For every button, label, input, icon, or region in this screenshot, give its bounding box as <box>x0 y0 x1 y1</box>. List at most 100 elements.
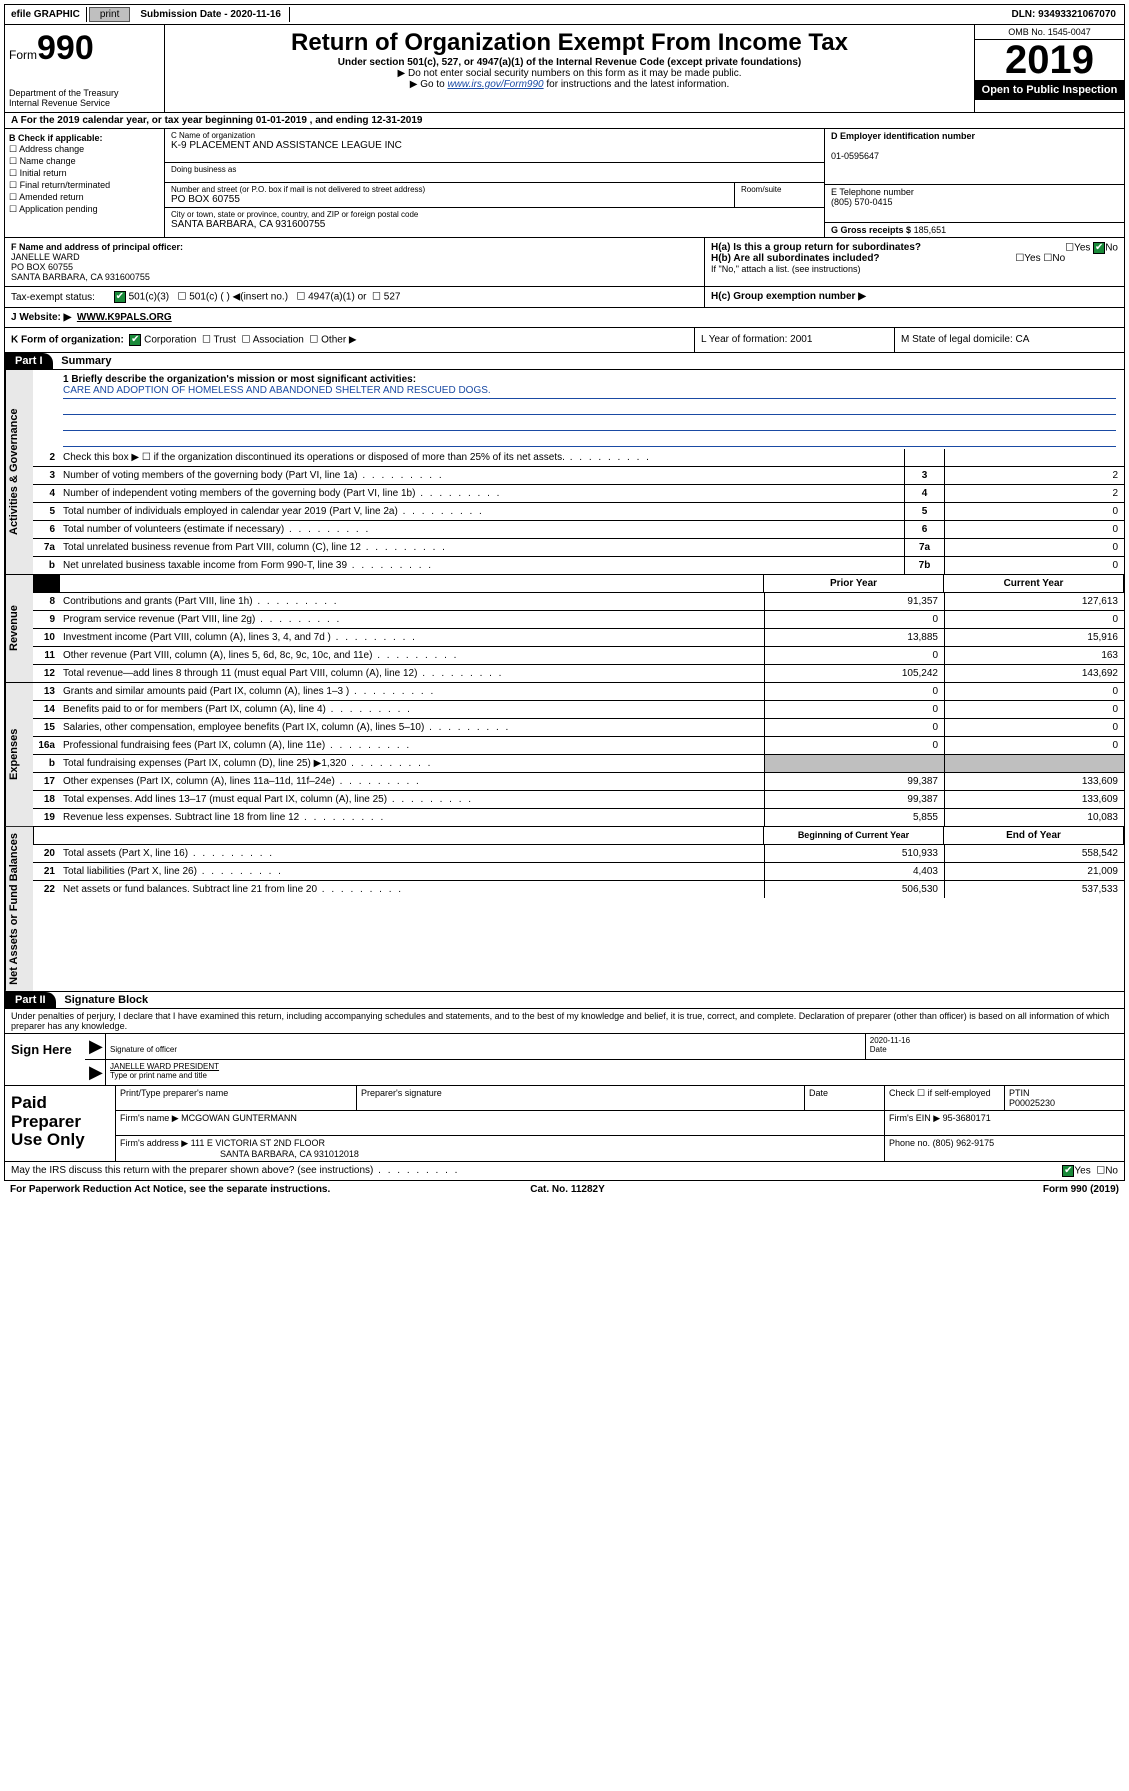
box-b: B Check if applicable: ☐ Address change … <box>5 129 165 237</box>
summary-line: 2Check this box ▶ ☐ if the organization … <box>33 449 1124 467</box>
box-hc: H(c) Group exemption number ▶ <box>704 287 1124 307</box>
officer-signature: Signature of officer <box>105 1034 865 1059</box>
box-c-d-e-g: C Name of organization K-9 PLACEMENT AND… <box>165 129 1124 237</box>
chk-pending[interactable]: ☐ Application pending <box>9 204 160 215</box>
street-cell: Number and street (or P.O. box if mail i… <box>165 183 734 208</box>
summary-line: 3Number of voting members of the governi… <box>33 467 1124 485</box>
dln: DLN: 93493321067070 <box>1003 7 1124 22</box>
open-inspection: Open to Public Inspection <box>975 80 1124 100</box>
sign-arrow-icon: ▶ <box>85 1034 105 1059</box>
net-header: Beginning of Current Year End of Year <box>33 827 1124 845</box>
paid-preparer-block: Paid Preparer Use Only Print/Type prepar… <box>4 1086 1125 1162</box>
box-k-row: K Form of organization: ✔ Corporation ☐ … <box>4 328 1125 353</box>
paperwork-notice: For Paperwork Reduction Act Notice, see … <box>10 1184 330 1195</box>
website-link[interactable]: WWW.K9PALS.ORG <box>77 312 172 323</box>
paid-label: Paid Preparer Use Only <box>5 1086 115 1161</box>
chk-initial[interactable]: ☐ Initial return <box>9 168 160 179</box>
summary-line: 12Total revenue—add lines 8 through 11 (… <box>33 665 1124 682</box>
sign-here-label: Sign Here <box>5 1034 85 1085</box>
top-bar: efile GRAPHIC print Submission Date - 20… <box>4 4 1125 25</box>
print-button[interactable]: print <box>89 7 130 22</box>
box-m: M State of legal domicile: CA <box>894 328 1124 352</box>
irs-link[interactable]: www.irs.gov/Form990 <box>447 79 543 90</box>
officer-name: JANELLE WARD <box>11 252 80 262</box>
exempt-row: Tax-exempt status: ✔ 501(c)(3) ☐ 501(c) … <box>4 287 1125 308</box>
firm-addr: Firm's address ▶ 111 E VICTORIA ST 2ND F… <box>116 1136 884 1161</box>
identity-grid: B Check if applicable: ☐ Address change … <box>4 129 1125 238</box>
note-ssn: ▶ Do not enter social security numbers o… <box>169 68 970 79</box>
summary-line: 17Other expenses (Part IX, column (A), l… <box>33 773 1124 791</box>
chk-address[interactable]: ☐ Address change <box>9 144 160 155</box>
ein-cell: D Employer identification number 01-0595… <box>825 129 1124 185</box>
row-a-period: A For the 2019 calendar year, or tax yea… <box>4 113 1125 129</box>
part2-header: Part II Signature Block <box>4 992 1125 1009</box>
summary-line: 19Revenue less expenses. Subtract line 1… <box>33 809 1124 826</box>
discuss-yes[interactable]: ✔ <box>1062 1165 1074 1177</box>
firm-ein: Firm's EIN ▶ 95-3680171 <box>884 1111 1124 1135</box>
form-prefix: Form <box>9 48 37 62</box>
rev-header: b Prior Year Current Year <box>33 575 1124 593</box>
summary-line: 11Other revenue (Part VIII, column (A), … <box>33 647 1124 665</box>
gross-value: 185,651 <box>914 225 947 235</box>
page-footer: For Paperwork Reduction Act Notice, see … <box>4 1181 1125 1198</box>
vtab-net: Net Assets or Fund Balances <box>5 827 33 991</box>
summary-line: 22Net assets or fund balances. Subtract … <box>33 881 1124 898</box>
phone-value: (805) 570-0415 <box>831 197 893 207</box>
box-k: K Form of organization: ✔ Corporation ☐ … <box>5 328 694 352</box>
efile-label: efile GRAPHIC <box>5 7 87 22</box>
org-name: K-9 PLACEMENT AND ASSISTANCE LEAGUE INC <box>171 140 818 151</box>
form-number: 990 <box>37 29 94 67</box>
discuss-row: May the IRS discuss this return with the… <box>4 1162 1125 1181</box>
summary-line: 15Salaries, other compensation, employee… <box>33 719 1124 737</box>
summary-line: bTotal fundraising expenses (Part IX, co… <box>33 755 1124 773</box>
chk-name[interactable]: ☐ Name change <box>9 156 160 167</box>
mission-text: CARE AND ADOPTION OF HOMELESS AND ABANDO… <box>63 385 1116 399</box>
netassets-section: Net Assets or Fund Balances Beginning of… <box>4 827 1125 992</box>
city-cell: City or town, state or province, country… <box>165 208 824 232</box>
box-b-label: B Check if applicable: <box>9 133 103 143</box>
firm-name: Firm's name ▶ MCGOWAN GUNTERMANN <box>116 1111 884 1135</box>
ein-value: 01-0595647 <box>831 151 879 161</box>
dept-label: Department of the Treasury Internal Reve… <box>9 88 160 108</box>
vtab-expenses: Expenses <box>5 683 33 826</box>
officer-row: F Name and address of principal officer:… <box>4 238 1125 287</box>
vtab-governance: Activities & Governance <box>5 370 33 574</box>
box-f: F Name and address of principal officer:… <box>5 238 704 286</box>
tax-year: 2019 <box>975 40 1124 80</box>
box-h: H(a) Is this a group return for subordin… <box>704 238 1124 286</box>
summary-line: 6Total number of volunteers (estimate if… <box>33 521 1124 539</box>
summary-line: 8Contributions and grants (Part VIII, li… <box>33 593 1124 611</box>
prep-date: Date <box>804 1086 884 1110</box>
part1-header: Part I Summary <box>4 353 1125 370</box>
box-j: J Website: ▶ WWW.K9PALS.ORG <box>4 308 1125 328</box>
firm-phone: Phone no. (805) 962-9175 <box>884 1136 1124 1161</box>
prep-name: Print/Type preparer's name <box>116 1086 356 1110</box>
prep-ptin: PTINP00025230 <box>1004 1086 1124 1110</box>
header-left: Form990 Department of the Treasury Inter… <box>5 25 165 112</box>
form-990-page: efile GRAPHIC print Submission Date - 20… <box>0 0 1129 1202</box>
perjury-text: Under penalties of perjury, I declare th… <box>4 1009 1125 1034</box>
box-i: Tax-exempt status: ✔ 501(c)(3) ☐ 501(c) … <box>5 287 704 307</box>
sign-here-block: Sign Here ▶ Signature of officer 2020-11… <box>4 1034 1125 1086</box>
summary-line: 7aTotal unrelated business revenue from … <box>33 539 1124 557</box>
form-title: Return of Organization Exempt From Incom… <box>169 29 970 57</box>
org-name-cell: C Name of organization K-9 PLACEMENT AND… <box>165 129 824 163</box>
governance-section: Activities & Governance 1 Briefly descri… <box>4 370 1125 575</box>
summary-line: 20Total assets (Part X, line 16)510,9335… <box>33 845 1124 863</box>
chk-501c3[interactable]: ✔ <box>114 291 126 303</box>
phone-cell: E Telephone number (805) 570-0415 <box>825 185 1124 223</box>
header-right: OMB No. 1545-0047 2019 Open to Public In… <box>974 25 1124 112</box>
summary-line: bNet unrelated business taxable income f… <box>33 557 1124 574</box>
prep-selfemp: Check ☐ if self-employed <box>884 1086 1004 1110</box>
header-middle: Return of Organization Exempt From Incom… <box>165 25 974 112</box>
submission-date: Submission Date - 2020-11-16 <box>132 7 290 22</box>
chk-amended[interactable]: ☐ Amended return <box>9 192 160 203</box>
chk-final[interactable]: ☐ Final return/terminated <box>9 180 160 191</box>
box-l: L Year of formation: 2001 <box>694 328 894 352</box>
summary-line: 14Benefits paid to or for members (Part … <box>33 701 1124 719</box>
summary-line: 21Total liabilities (Part X, line 26)4,4… <box>33 863 1124 881</box>
chk-corp[interactable]: ✔ <box>129 334 141 346</box>
dba-cell: Doing business as <box>165 163 824 183</box>
prep-sig: Preparer's signature <box>356 1086 804 1110</box>
vtab-revenue: Revenue <box>5 575 33 682</box>
